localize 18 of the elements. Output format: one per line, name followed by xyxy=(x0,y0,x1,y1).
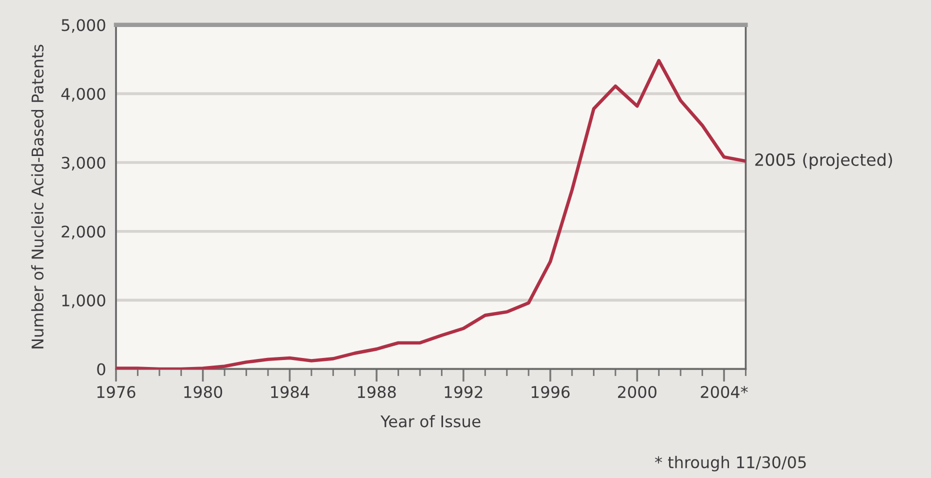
y-tick-label: 4,000 xyxy=(61,88,106,102)
x-axis-title: Year of Issue xyxy=(380,415,480,428)
x-tick-label: 1980 xyxy=(184,386,222,398)
y-tick-label: 2,000 xyxy=(62,226,106,240)
x-tick-label: 1996 xyxy=(532,386,570,398)
y-axis-title: Number of Nucleic Acid-Based Patents xyxy=(31,44,44,348)
x-tick-label: 1992 xyxy=(444,386,482,398)
x-tick-label: 2004* xyxy=(700,386,748,398)
y-tick-label: 3,000 xyxy=(62,156,106,170)
x-tick-label: 2000 xyxy=(618,386,656,398)
text: * through 11/30/05 xyxy=(655,456,806,472)
x-tick-label: 1988 xyxy=(358,386,396,398)
y-tick-label: 1,000 xyxy=(62,294,106,308)
annotation: 2005 (projected) xyxy=(755,153,892,170)
x-tick-label: 1984 xyxy=(271,386,310,398)
x-tick-label: 1976 xyxy=(97,386,136,398)
y-tick-label: 0 xyxy=(97,363,106,376)
y-tick-label: 5,000 xyxy=(62,19,106,33)
